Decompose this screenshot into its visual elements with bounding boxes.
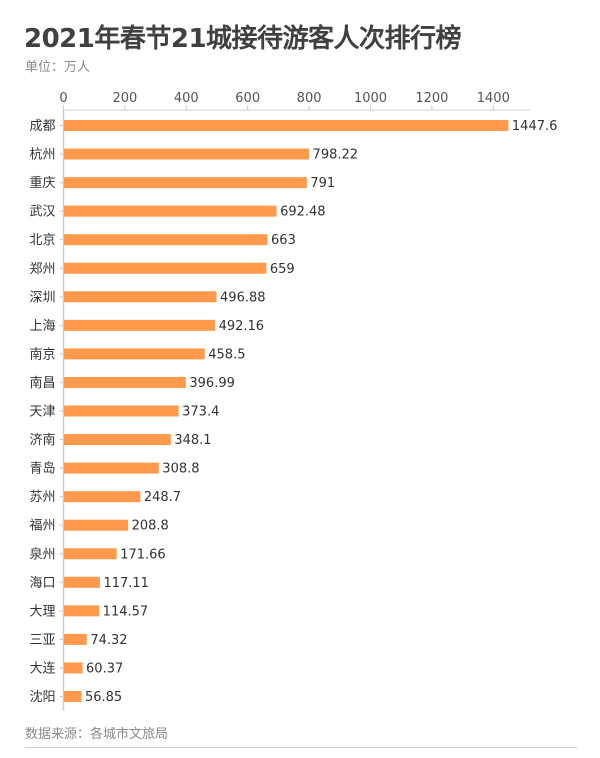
category-label: 沈阳 xyxy=(29,690,55,705)
x-tick-label: 1000 xyxy=(354,91,387,106)
x-tick-label: 1400 xyxy=(477,91,510,106)
bar xyxy=(64,491,141,503)
bar xyxy=(64,576,100,588)
data-label: 248.7 xyxy=(144,490,181,505)
data-label: 791 xyxy=(310,176,335,191)
bar xyxy=(64,148,310,160)
bar xyxy=(64,291,217,303)
unit-label: 单位：万人 xyxy=(25,60,91,75)
data-label: 373.4 xyxy=(182,405,219,420)
category-label: 天津 xyxy=(29,405,55,420)
x-tick-label: 1200 xyxy=(415,91,448,106)
category-label: 上海 xyxy=(29,319,55,334)
bar xyxy=(64,319,216,331)
data-label: 74.32 xyxy=(90,633,127,648)
bar xyxy=(64,548,117,560)
source-note: 数据来源：各城市文旅局 xyxy=(25,727,169,742)
data-label: 492.16 xyxy=(219,319,265,334)
bar xyxy=(64,405,179,417)
data-label: 348.1 xyxy=(174,433,211,448)
bar xyxy=(64,262,267,274)
data-label: 458.5 xyxy=(208,347,245,362)
data-label: 117.11 xyxy=(103,576,148,591)
bar xyxy=(64,662,83,674)
category-label: 深圳 xyxy=(29,290,55,305)
bar xyxy=(64,434,171,446)
data-label: 692.48 xyxy=(280,205,326,220)
category-label: 成都 xyxy=(29,119,55,134)
data-label: 1447.6 xyxy=(512,119,558,134)
bar xyxy=(64,376,186,388)
bar xyxy=(64,234,268,246)
data-label: 663 xyxy=(271,233,296,248)
category-label: 北京 xyxy=(29,233,55,248)
bar xyxy=(64,120,509,131)
bar xyxy=(64,519,129,531)
bar xyxy=(64,605,100,617)
data-label: 171.66 xyxy=(120,547,165,562)
category-label: 南京 xyxy=(29,346,55,362)
category-label: 重庆 xyxy=(29,175,55,191)
bar xyxy=(64,691,82,702)
category-label: 福州 xyxy=(29,519,55,534)
category-label: 苏州 xyxy=(29,489,55,505)
data-label: 659 xyxy=(270,262,295,277)
category-label: 泉州 xyxy=(29,546,55,562)
bar xyxy=(64,462,159,474)
data-label: 798.22 xyxy=(313,148,359,163)
data-label: 396.99 xyxy=(189,376,235,391)
x-tick-label: 200 xyxy=(112,91,137,106)
x-tick-label: 400 xyxy=(174,91,199,106)
x-tick-label: 800 xyxy=(297,91,322,106)
bar xyxy=(64,205,277,217)
x-tick-label: 600 xyxy=(235,91,260,106)
category-label: 济南 xyxy=(29,432,55,448)
category-label: 南昌 xyxy=(29,375,55,391)
data-label: 208.8 xyxy=(132,519,169,534)
category-label: 三亚 xyxy=(29,633,55,648)
category-label: 青岛 xyxy=(29,461,55,477)
data-label: 56.85 xyxy=(85,690,122,705)
data-label: 114.57 xyxy=(103,604,149,619)
bar xyxy=(64,633,87,645)
footer-divider xyxy=(25,747,577,748)
x-tick-label: 0 xyxy=(59,91,67,106)
category-label: 武汉 xyxy=(29,205,55,220)
category-label: 大理 xyxy=(29,604,55,619)
data-label: 60.37 xyxy=(86,661,123,676)
category-label: 大连 xyxy=(29,660,55,676)
data-label: 308.8 xyxy=(162,462,199,477)
category-label: 杭州 xyxy=(29,148,55,163)
category-label: 海口 xyxy=(29,576,55,591)
bar xyxy=(64,348,205,360)
category-label: 郑州 xyxy=(29,262,55,277)
chart-title: 2021年春节21城接待游客人次排行榜 xyxy=(24,24,462,54)
data-label: 496.88 xyxy=(220,290,266,305)
bar xyxy=(64,177,307,189)
